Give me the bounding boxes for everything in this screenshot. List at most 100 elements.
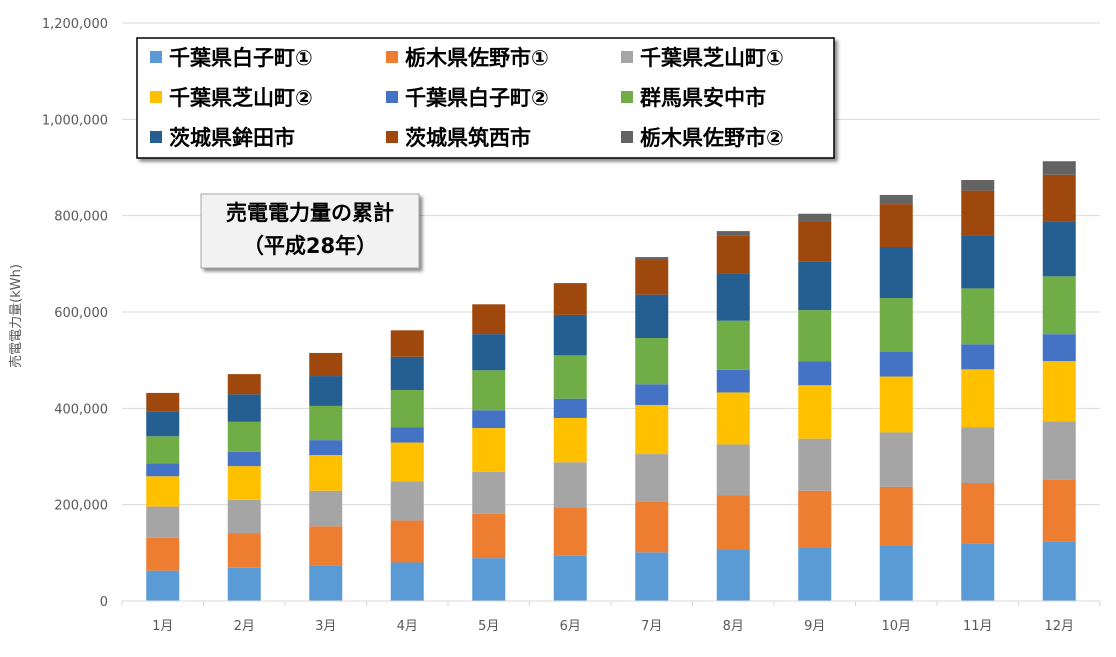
bar-segment xyxy=(798,221,832,262)
bar-segment xyxy=(961,543,995,601)
bar-segment xyxy=(879,204,913,247)
legend-swatch xyxy=(621,91,633,103)
bar-segment xyxy=(472,558,506,601)
x-tick-label: 7月 xyxy=(641,619,662,634)
bar-segment xyxy=(879,432,913,487)
legend-item: 千葉県白子町② xyxy=(386,86,549,110)
legend-label: 千葉県芝山町② xyxy=(169,86,313,110)
legend-swatch xyxy=(621,131,633,143)
legend-item: 千葉県芝山町② xyxy=(150,86,313,110)
legend-label: 千葉県白子町② xyxy=(405,86,549,110)
annotation-line1: 売電電力量の累計 xyxy=(226,201,394,225)
y-tick-label: 400,000 xyxy=(54,402,108,417)
bar-segment xyxy=(716,549,750,601)
bar-segment xyxy=(879,545,913,601)
bar-segment xyxy=(1042,174,1076,222)
bar-segment xyxy=(635,338,669,385)
bar-segment xyxy=(553,462,587,508)
annotation-line2: （平成28年） xyxy=(243,234,377,258)
bar-segment xyxy=(961,235,995,289)
bar-segment xyxy=(309,405,343,441)
bar-segment xyxy=(716,369,750,393)
legend-label: 千葉県白子町① xyxy=(169,46,313,70)
bar-segment xyxy=(961,180,995,191)
x-tick-label: 4月 xyxy=(397,619,418,634)
y-tick-label: 0 xyxy=(100,595,108,610)
bar-segment xyxy=(879,376,913,433)
bar-segment xyxy=(472,370,506,411)
bars xyxy=(146,161,1076,601)
bar-segment xyxy=(390,562,424,601)
bar-segment xyxy=(553,398,587,418)
bar-segment xyxy=(716,235,750,274)
bar-segment xyxy=(390,390,424,428)
y-tick-label: 1,000,000 xyxy=(42,113,108,128)
bar-segment xyxy=(146,506,180,538)
bar-segment xyxy=(879,486,913,546)
bar-segment xyxy=(1042,361,1076,422)
bar-segment xyxy=(472,428,506,472)
bar-segment xyxy=(553,417,587,463)
bar-segment xyxy=(1042,161,1076,175)
bar-segment xyxy=(553,283,587,315)
bar-segment xyxy=(553,314,587,356)
bar-segment xyxy=(1042,421,1076,480)
bar-segment xyxy=(798,438,832,491)
legend-label: 群馬県安中市 xyxy=(640,86,766,110)
bar-segment xyxy=(635,294,669,339)
legend: 千葉県白子町① 栃木県佐野市① 千葉県芝山町① 千葉県芝山町② 千葉県白子町② 群馬県安中… xyxy=(136,37,835,159)
x-tick-label: 9月 xyxy=(804,619,825,634)
x-tick-label: 3月 xyxy=(315,619,336,634)
bar-segment xyxy=(635,501,669,553)
bar-segment xyxy=(309,440,343,456)
bar-segment xyxy=(961,288,995,345)
bar-segment xyxy=(309,352,343,377)
bar-segment xyxy=(716,231,750,236)
bar-segment xyxy=(961,369,995,428)
x-tick-label: 12月 xyxy=(1044,619,1074,634)
bar-segment xyxy=(553,555,587,601)
bar-segment xyxy=(146,570,180,601)
bar-segment xyxy=(309,455,343,491)
legend-swatch xyxy=(386,131,398,143)
y-tick-label: 800,000 xyxy=(54,210,108,225)
bar-segment xyxy=(227,499,261,534)
bar-segment xyxy=(146,463,180,477)
bar-segment xyxy=(227,394,261,422)
bar-segment xyxy=(146,537,180,571)
bar-segment xyxy=(390,442,424,482)
annotation-box: 売電電力量の累計 （平成28年） xyxy=(200,193,420,269)
bar-segment xyxy=(1042,221,1076,277)
bar-segment xyxy=(472,304,506,335)
bar-segment xyxy=(716,495,750,550)
axes: 0 200,000 400,000 600,000 800,000 1,000,000 1,… xyxy=(42,17,1101,634)
bar-segment xyxy=(227,567,261,601)
x-tick-label: 1月 xyxy=(152,619,173,634)
legend-label: 茨城県鉾田市 xyxy=(169,126,295,150)
x-tick-label: 5月 xyxy=(478,619,499,634)
bar-segment xyxy=(879,298,913,352)
bar-segment xyxy=(146,476,180,507)
bar-segment xyxy=(472,410,506,429)
bar-segment xyxy=(961,190,995,236)
bar-segment xyxy=(879,351,913,377)
bar-segment xyxy=(635,259,669,295)
bar-segment xyxy=(716,392,750,445)
bar-segment xyxy=(309,490,343,527)
bar-segment xyxy=(798,361,832,386)
legend-frame xyxy=(136,37,835,159)
bar-segment xyxy=(472,513,506,559)
y-tick-label: 1,200,000 xyxy=(42,17,108,32)
bar-segment xyxy=(472,334,506,371)
legend-label: 栃木県佐野市① xyxy=(405,46,549,70)
bar-segment xyxy=(635,384,669,405)
bar-segment xyxy=(146,392,180,412)
bar-segment xyxy=(716,320,750,370)
x-tick-label: 10月 xyxy=(881,619,911,634)
legend-label: 栃木県佐野市② xyxy=(640,126,784,150)
bar-segment xyxy=(146,411,180,437)
legend-label: 茨城県筑西市 xyxy=(405,126,531,150)
bar-segment xyxy=(390,481,424,521)
